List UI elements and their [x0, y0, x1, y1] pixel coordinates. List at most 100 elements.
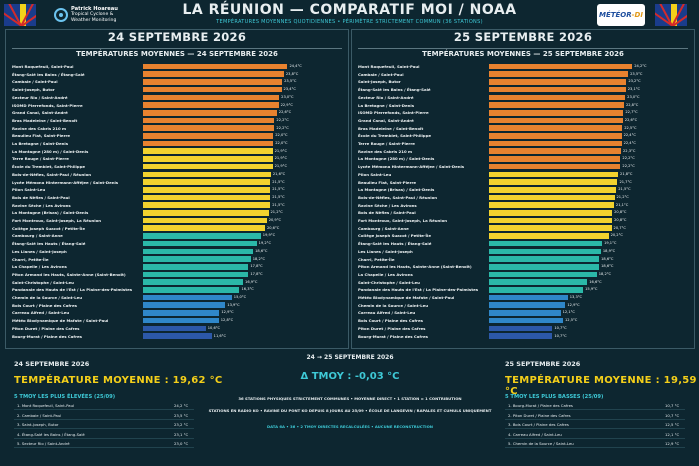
station-name: Étang-Salé les Bains / Étang-Salé [358, 87, 431, 93]
temperature-value: 21,7°C [619, 179, 632, 184]
top5-station: 3. Bois Court / Plaine des Cafres [508, 422, 569, 427]
station-row: La Chapelle / Les Avirons 17,8°C [12, 263, 344, 271]
temperature-value: 17,8°C [250, 264, 263, 269]
temperature-bar [489, 248, 601, 255]
station-row: La Montagne (Brisas) / Saint-Denis 21,2°C [12, 209, 344, 217]
logo-line1: Tropical Cyclone & [71, 12, 114, 18]
station-row: Pilon Saint-Leu 21,5°C [12, 186, 344, 194]
station-name: Ravine des Cabris 210 m [358, 148, 413, 154]
left-panel: 24 SEPTEMBRE 2026 TEMPÉRATURES MOYENNES … [5, 29, 349, 349]
temperature-bar [489, 79, 627, 85]
temperature-bar [489, 86, 626, 93]
station-name: La Bretagne / Saint-Denis [12, 141, 69, 146]
top5-row: 2. Cambaie / Saint-Paul 23,5 °C [14, 412, 194, 420]
station-name: Les Lianes / Saint-Joseph [12, 248, 67, 254]
station-row: Piton Duret / Plaine des Cafres 10,7°C [358, 325, 690, 333]
temperature-value: 21,9°C [274, 156, 287, 161]
temperature-bar [143, 86, 282, 93]
temperature-bar [489, 71, 629, 78]
station-name: Pilon Saint-Leu [358, 171, 392, 177]
temperature-value: 21,5°C [272, 179, 285, 184]
temperature-value: 19,9°C [262, 233, 276, 238]
temperature-bar [143, 333, 212, 339]
temperature-value: 22,4°C [623, 141, 636, 145]
temperature-bar [489, 186, 617, 193]
top5-station: 4. Étang-Salé les Bains / Étang-Salé [17, 431, 85, 437]
station-row: La Chapelle / Les Avirons 18,2°C [358, 271, 690, 279]
station-row: Secteur Rio / Saint-André 23,0°C [12, 94, 344, 102]
station-name: Pandanale des Hauts de l'Est / La Plaine… [12, 287, 133, 293]
delta-tmoy: Δ TMOY : -0,03 °C [300, 371, 400, 382]
temperature-bar [143, 109, 277, 116]
temperature-value: 21,5°C [272, 187, 285, 192]
station-name: Collège Joseph Suacot / Petite-Île [12, 225, 85, 231]
top5-station: 2. Cambaie / Saint-Paul [17, 412, 62, 418]
temperature-value: 21,5°C [618, 187, 631, 192]
temperature-bar [143, 186, 271, 193]
temperature-value: 12,5°C [565, 318, 578, 323]
temperature-bar [143, 71, 284, 78]
right-date-title: 25 SEPTEMBRE 2026 [453, 30, 593, 44]
station-name: Bois-de-Nèfles, Saint-Paul / Réunion [12, 171, 92, 177]
station-name: Pandanale des Hauts de l'Est / La Plaine… [358, 287, 479, 293]
page-subtitle: TEMPÉRATURES MOYENNES QUOTIDIENNES • PÉR… [216, 19, 483, 25]
temperature-value: 22,0°C [275, 141, 288, 145]
station-name: Bois Court / Plaine des Cafres [12, 302, 77, 308]
right-tmoy: TEMPÉRATURE MOYENNE : 19,59 °C [505, 375, 697, 397]
station-name: Piton Duret / Plaine des Cafres [12, 325, 80, 331]
right-panel: 25 SEPTEMBRE 2026 TEMPÉRATURES MOYENNES … [351, 29, 695, 349]
station-row: Beaulieu Flat, Saint-Pierre 22,0°C [12, 132, 344, 140]
station-row: Mont Roquefeuil, Saint-Paul 24,2°C [358, 63, 690, 71]
temperature-bar [489, 294, 568, 301]
temperature-value: 13,9°C [227, 302, 240, 307]
top5-value: 23,5 °C [174, 412, 189, 418]
station-name: Bras Madeleine / Saint-Benoît [12, 117, 78, 123]
station-name: La Chapelle / Les Avirons [12, 264, 67, 270]
temperature-value: 23,5°C [284, 79, 297, 84]
temperature-bar [143, 225, 265, 232]
station-row: Pandanale des Hauts de l'Est / La Plaine… [12, 286, 344, 294]
station-row: Météo Biodynamique de Mafate / Saint-Pau… [358, 294, 690, 302]
temperature-value: 19,2°C [258, 241, 271, 246]
station-name: Cambaie / Saint-Paul [12, 79, 58, 85]
left-tmoy: TEMPÉRATURE MOYENNE : 19,62 °C [14, 375, 223, 386]
bottom-left-date: 24 SEPTEMBRE 2026 [14, 360, 90, 368]
station-name: Étang-Salé les Hauts / Étang-Salé [358, 241, 432, 247]
temperature-value: 10,6°C [207, 325, 221, 330]
temperature-value: 13,3°C [569, 295, 583, 299]
right-station-list: Mont Roquefeuil, Saint-Paul 24,2°C Cambaie… [358, 63, 690, 348]
temperature-bar [143, 294, 232, 301]
temperature-value: 23,5°C [630, 71, 643, 76]
temperature-bar [489, 325, 553, 332]
temperature-bar [143, 171, 271, 178]
temperature-value: 21,9°C [274, 148, 287, 153]
temperature-value: 22,6°C [278, 110, 292, 115]
station-row: Charri, Petite-Île 18,6°C [358, 256, 690, 264]
station-name: Pilon Saint-Leu [12, 187, 46, 193]
station-name: Ravine Sèche / Les Avirons [358, 202, 417, 208]
temperature-value: 18,2°C [598, 271, 612, 276]
top5-value: 23,0 °C [174, 441, 189, 446]
temperature-value: 18,6°C [601, 256, 614, 261]
station-name: Beaulieu Flat, Saint-Pierre [12, 133, 71, 139]
station-name: ISOMD Pierrefonds, Saint-Pierre [358, 110, 429, 116]
station-name: Bourg-Murat / Plaine des Cafres [358, 333, 428, 339]
temperature-bar [143, 94, 280, 101]
station-row: La Montagne (280 m) / Saint-Denis 21,9°C [12, 148, 344, 156]
temperature-bar [143, 248, 254, 255]
temperature-bar [489, 194, 615, 201]
temperature-bar [143, 287, 240, 293]
temperature-value: 24,4°C [289, 64, 302, 68]
temperature-value: 23,8°C [285, 71, 299, 76]
temperature-bar [143, 163, 273, 170]
temperature-bar [143, 102, 279, 108]
station-name: La Bretagne / Saint-Denis [358, 102, 415, 108]
bottom-center-date: 24 → 25 SEPTEMBRE 2026 [306, 354, 394, 361]
left-chart-title: TEMPÉRATURES MOYENNES — 24 SEPTEMBRE 202… [76, 50, 278, 58]
station-name: Cambourg / Saint-Anne [12, 233, 63, 239]
temperature-bar [143, 79, 283, 85]
top5-row: 1. Mont Roquefeuil, Saint-Paul 24,2 °C [14, 402, 194, 410]
temperature-value: 24,2°C [634, 64, 647, 68]
patrick-hoareau-logo: Patrick Hoareau Tropical Cyclone & Weather… [54, 4, 124, 26]
temperature-value: 22,9°C [280, 102, 293, 107]
